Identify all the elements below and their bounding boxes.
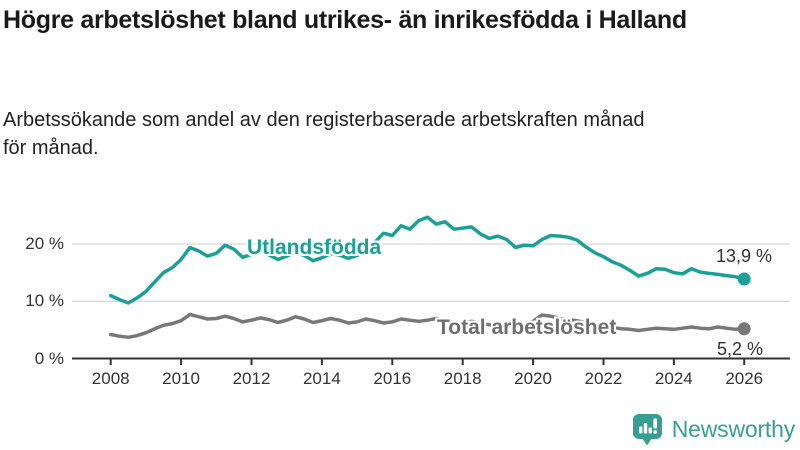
x-tick-label: 2016	[373, 369, 412, 388]
chart-title: Högre arbetslöshet bland utrikes- än inr…	[3, 5, 783, 35]
y-tick-label: 0 %	[34, 348, 64, 368]
series-line-1	[108, 312, 746, 340]
y-tick-label: 10 %	[25, 291, 64, 311]
series-label-total-arbetsloshet: Total arbetslöshet	[437, 316, 617, 339]
newsworthy-bar-chart-bubble-icon	[632, 414, 662, 446]
x-tick-label: 2014	[302, 369, 341, 388]
end-value-label-utlandsfodda: 13,9 %	[715, 246, 772, 266]
chart-title-text: Högre arbetslöshet bland utrikes- än inr…	[3, 6, 687, 34]
x-tick-label: 2024	[654, 369, 693, 388]
y-tick-label: 20 %	[25, 234, 64, 254]
x-tick-label: 2008	[91, 369, 130, 388]
newsworthy-logo: Newsworthy	[632, 413, 795, 446]
series-end-dot-1	[737, 322, 751, 336]
newsworthy-logo-text: Newsworthy	[671, 416, 795, 442]
x-tick-label: 2022	[584, 369, 623, 388]
x-tick-label: 2010	[162, 369, 200, 388]
chart-subtitle: Arbetssökande som andel av den registerb…	[3, 106, 793, 162]
series-label-utlandsfodda: Utlandsfödda	[247, 236, 382, 259]
chart-subtitle-line1: Arbetssökande som andel av den registerb…	[3, 109, 645, 131]
series-end-dot-0	[737, 272, 751, 286]
end-value-label-total: 5,2 %	[716, 339, 763, 359]
x-tick-label: 2018	[443, 369, 482, 388]
x-tick-label: 2026	[725, 369, 764, 388]
x-tick-label: 2020	[514, 369, 552, 388]
x-tick-label: 2012	[232, 369, 271, 388]
chart-subtitle-line2: för månad.	[3, 137, 99, 159]
series-line-0	[108, 215, 746, 305]
